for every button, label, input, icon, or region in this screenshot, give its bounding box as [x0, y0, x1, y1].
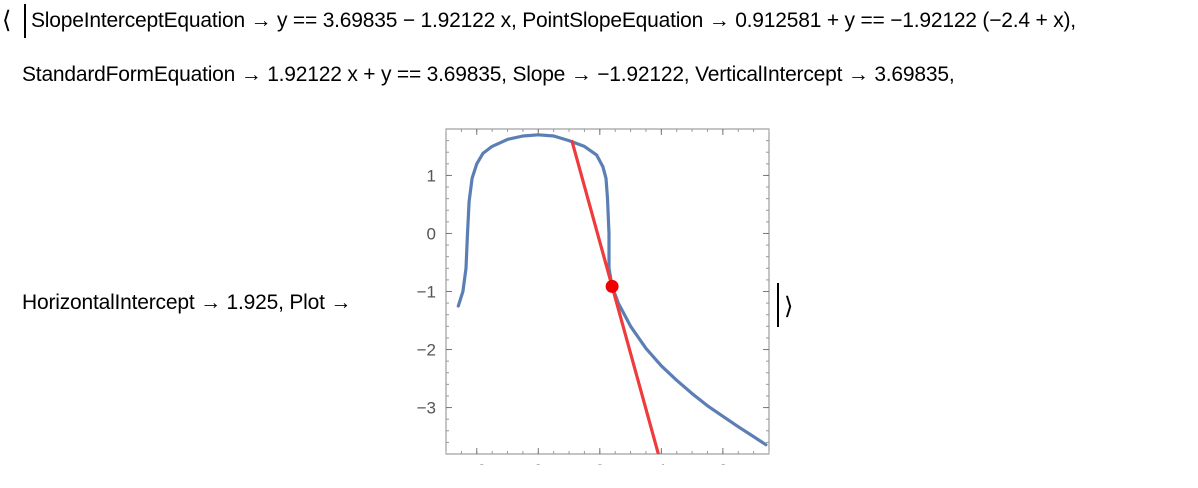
output-line-3: HorizontalIntercept → 1.925, Plot →	[22, 291, 352, 314]
x-tick-label: −2	[467, 461, 486, 465]
close-bracket-bar	[777, 283, 779, 327]
output-line-1: SlopeInterceptEquation → y == 3.69835 − …	[31, 9, 1076, 32]
tangent-line-series	[570, 139, 661, 454]
y-tick-label: 1	[427, 166, 436, 185]
plot-graphic[interactable]: −2 0 2 4 6 1 0 −1 −2 −3	[398, 120, 778, 480]
y-tick-label: 0	[427, 224, 436, 243]
x-tick-label: 2	[595, 461, 604, 465]
x-tick-label: 6	[718, 461, 727, 465]
y-tick-label: −3	[417, 399, 436, 418]
open-angle-bracket: ⟨	[2, 7, 12, 34]
y-tick-label: −1	[417, 283, 436, 302]
curve-series	[456, 133, 768, 447]
close-angle-bracket: ⟩	[784, 293, 794, 320]
open-bracket-bar	[24, 4, 26, 38]
output-line-2: StandardFormEquation → 1.92122 x + y == …	[22, 63, 955, 86]
plot-svg: −2 0 2 4 6 1 0 −1 −2 −3	[417, 128, 770, 480]
x-tick-label: 0	[534, 461, 543, 465]
tangent-point	[605, 279, 619, 293]
x-tick-label: 4	[657, 461, 666, 465]
y-tick-label: −2	[417, 341, 436, 360]
